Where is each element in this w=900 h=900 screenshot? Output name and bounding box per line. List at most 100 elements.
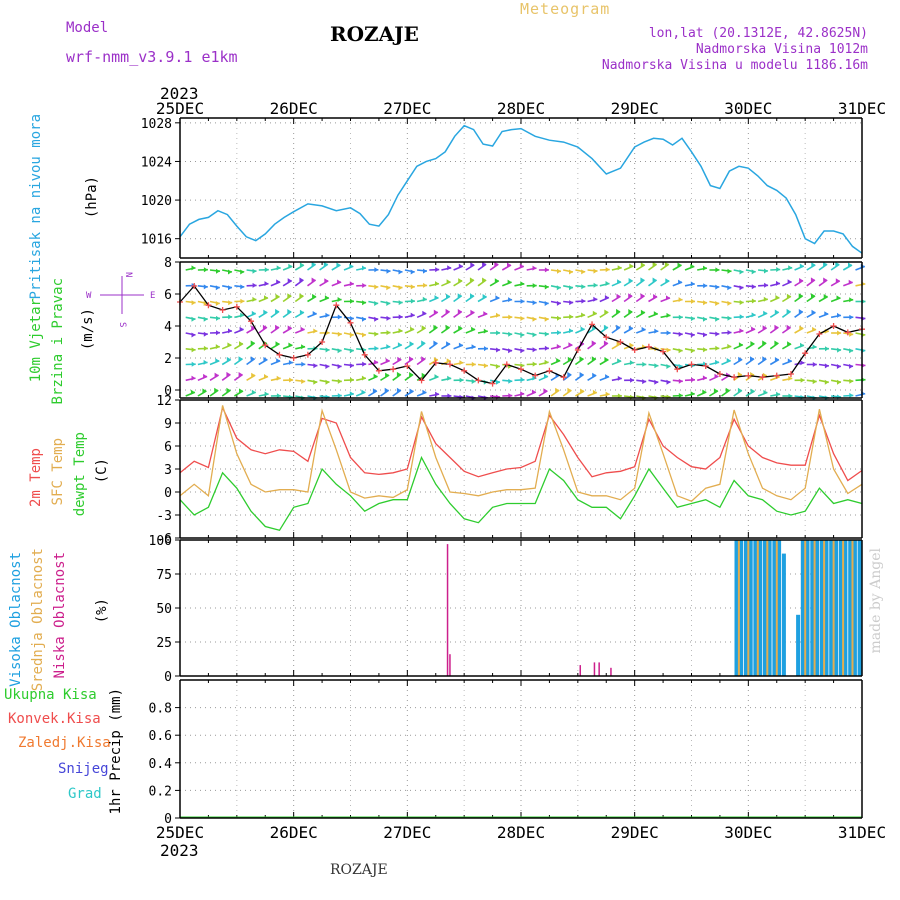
time-tick-label-top: 29DEC xyxy=(611,99,659,118)
wind-barb xyxy=(307,279,317,287)
wind-barb xyxy=(623,395,635,399)
low-cloud-bar xyxy=(579,665,581,676)
wind-barb-head xyxy=(715,284,720,290)
y-tick-label: 0.4 xyxy=(149,757,173,772)
wind-barb xyxy=(818,330,829,334)
wind-barb-head xyxy=(470,309,475,315)
wind-barb xyxy=(234,269,245,273)
wind-gust-marker xyxy=(361,351,368,358)
wind-barb-head xyxy=(374,301,379,306)
wind-barb-head xyxy=(666,347,671,353)
wind-barb xyxy=(343,282,354,287)
wind-barb xyxy=(477,263,487,271)
high-cloud-bar xyxy=(848,540,853,676)
wind-barb xyxy=(502,379,513,383)
wind-barb xyxy=(453,310,463,318)
wind-barb-head xyxy=(593,268,598,274)
wind-barb-head xyxy=(849,363,854,369)
wind-barb-head xyxy=(287,309,292,314)
wind-barb xyxy=(416,374,427,381)
wind-barb xyxy=(745,300,756,303)
wind-barb-head xyxy=(520,391,525,397)
wind-barb-head xyxy=(751,269,756,275)
wind-gust-marker xyxy=(446,361,453,368)
wind-barb-head xyxy=(810,277,815,283)
wind-barb-head xyxy=(495,295,500,301)
wind-barb xyxy=(380,374,390,381)
wind-barb xyxy=(453,395,464,399)
wind-barb xyxy=(709,316,720,320)
wind-barb xyxy=(392,330,403,334)
wind-barb xyxy=(794,361,805,366)
wind-barb-head xyxy=(191,300,196,306)
wind-barb-head xyxy=(507,262,511,268)
wind-barb-head xyxy=(288,263,293,269)
wind-barb-head xyxy=(640,262,645,268)
wind-barb xyxy=(855,363,866,367)
wind-barb-head xyxy=(362,265,366,271)
wind-barb xyxy=(635,264,646,271)
wind-barb xyxy=(453,327,463,334)
wind-barb xyxy=(526,300,537,304)
wind-gust-marker xyxy=(631,347,638,353)
mid-cloud-bar xyxy=(813,540,816,676)
legend-hail: Grad xyxy=(68,786,102,802)
wind-barb xyxy=(550,300,562,305)
wind-barb xyxy=(502,363,513,368)
wind-barb-head xyxy=(861,332,866,338)
high-cloud-bar xyxy=(781,553,786,676)
wind-barb-head xyxy=(287,278,292,284)
wind-barb-head xyxy=(191,361,196,367)
wind-barb-head xyxy=(482,261,487,267)
wind-barb-head xyxy=(532,265,537,271)
precip-panel: 0 0.2 0.4 0.6 0.8 xyxy=(149,679,863,827)
wind-barb xyxy=(806,328,817,334)
wind-barb xyxy=(660,379,671,383)
wind-barb-head xyxy=(434,374,439,380)
wind-barb-head xyxy=(421,372,426,378)
wind-barb xyxy=(356,348,367,351)
wind-barb xyxy=(563,285,574,289)
wind-barb xyxy=(830,314,842,319)
wind-barb-head xyxy=(226,371,231,377)
wind-barb-head xyxy=(738,356,743,362)
wind-gust-marker xyxy=(418,377,425,384)
wind-barb-head xyxy=(654,346,659,352)
wind-barb-head xyxy=(445,324,450,330)
wind-gust-marker xyxy=(233,303,240,310)
wind-barb-head xyxy=(325,364,330,369)
wind-barb xyxy=(307,295,317,303)
wind-barb xyxy=(599,282,610,287)
wind-barb xyxy=(343,393,354,397)
wind-barb-head xyxy=(349,363,354,369)
wind-barb-head xyxy=(616,324,621,330)
wind-barb xyxy=(697,332,708,336)
wind-barb xyxy=(209,389,219,397)
wind-barb xyxy=(514,265,525,271)
wind-barb xyxy=(660,280,670,287)
wind-barb xyxy=(441,281,451,287)
wind-barb xyxy=(599,311,609,318)
wind-barb-head xyxy=(299,293,304,299)
wind-barb xyxy=(563,329,574,334)
wind-barb-head xyxy=(238,372,243,377)
wind-barb-head xyxy=(579,372,584,377)
wind-barb xyxy=(745,390,755,397)
wind-barb-head xyxy=(568,342,573,348)
wind-barb xyxy=(611,295,621,303)
time-tick-label-top: 26DEC xyxy=(270,99,318,118)
wind-barb-head xyxy=(275,324,280,330)
wind-barb-head xyxy=(349,332,354,338)
wind-barb xyxy=(502,281,512,287)
wind-barb-head xyxy=(337,279,342,285)
wind-barb-head xyxy=(652,261,657,267)
wind-barb xyxy=(745,373,755,381)
wind-barb-head xyxy=(471,395,476,401)
legend-total-rain: Ukupna Kisa xyxy=(4,687,97,703)
year-label-top: 2023 xyxy=(160,84,199,103)
wind-gust-marker xyxy=(177,299,183,305)
wind-barb-head xyxy=(642,361,647,367)
wind-barb xyxy=(221,373,231,381)
wind-barb-head xyxy=(203,373,208,379)
wind-barb xyxy=(721,331,732,334)
